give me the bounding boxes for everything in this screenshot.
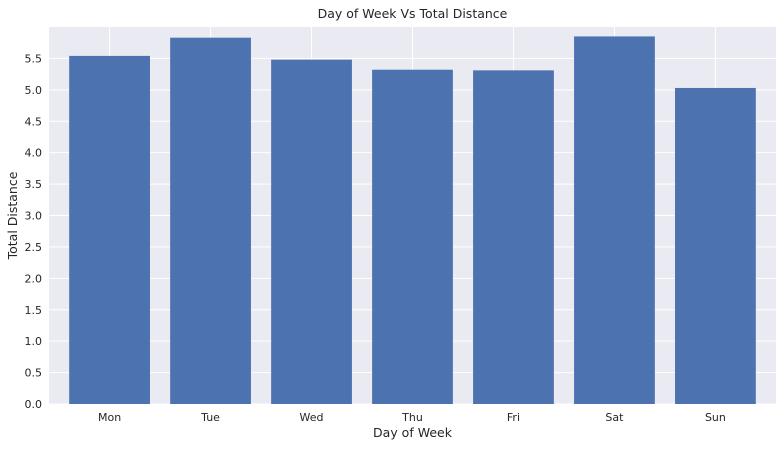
bar-wed	[271, 59, 352, 404]
x-axis-label: Day of Week	[373, 425, 453, 440]
bar-thu	[372, 69, 453, 404]
bar-fri	[473, 70, 554, 404]
y-axis-label: Total Distance	[5, 171, 20, 260]
y-tick-labels: 0.0 0.5 1.0 1.5 2.0 2.5 3.0 3.5 4.0 4.5 5.0 5.5	[25, 52, 43, 411]
bars	[69, 36, 756, 405]
bar-sat	[574, 36, 655, 405]
x-tick-label: Wed	[300, 411, 324, 424]
y-tick-label: 3.0	[25, 210, 43, 223]
y-tick-label: 0.5	[25, 367, 43, 380]
y-tick-label: 1.5	[25, 304, 43, 317]
y-tick-label: 5.5	[25, 52, 43, 65]
bar-tue	[170, 37, 251, 404]
x-tick-label: Sun	[705, 411, 726, 424]
x-tick-label: Sat	[605, 411, 624, 424]
y-tick-label: 5.0	[25, 84, 43, 97]
y-tick-label: 0.0	[25, 398, 43, 411]
bar-mon	[69, 55, 150, 405]
bar-sun	[675, 87, 756, 404]
y-tick-label: 3.5	[25, 178, 43, 191]
y-tick-label: 4.5	[25, 115, 43, 128]
x-tick-label: Tue	[200, 411, 220, 424]
y-tick-label: 2.5	[25, 241, 43, 254]
y-tick-label: 1.0	[25, 335, 43, 348]
chart-title: Day of Week Vs Total Distance	[318, 6, 508, 21]
x-tick-label: Mon	[98, 411, 121, 424]
y-tick-label: 4.0	[25, 147, 43, 160]
x-tick-label: Fri	[507, 411, 520, 424]
x-tick-label: Thu	[401, 411, 423, 424]
y-tick-label: 2.0	[25, 272, 43, 285]
x-tick-labels: Mon Tue Wed Thu Fri Sat Sun	[98, 411, 726, 424]
